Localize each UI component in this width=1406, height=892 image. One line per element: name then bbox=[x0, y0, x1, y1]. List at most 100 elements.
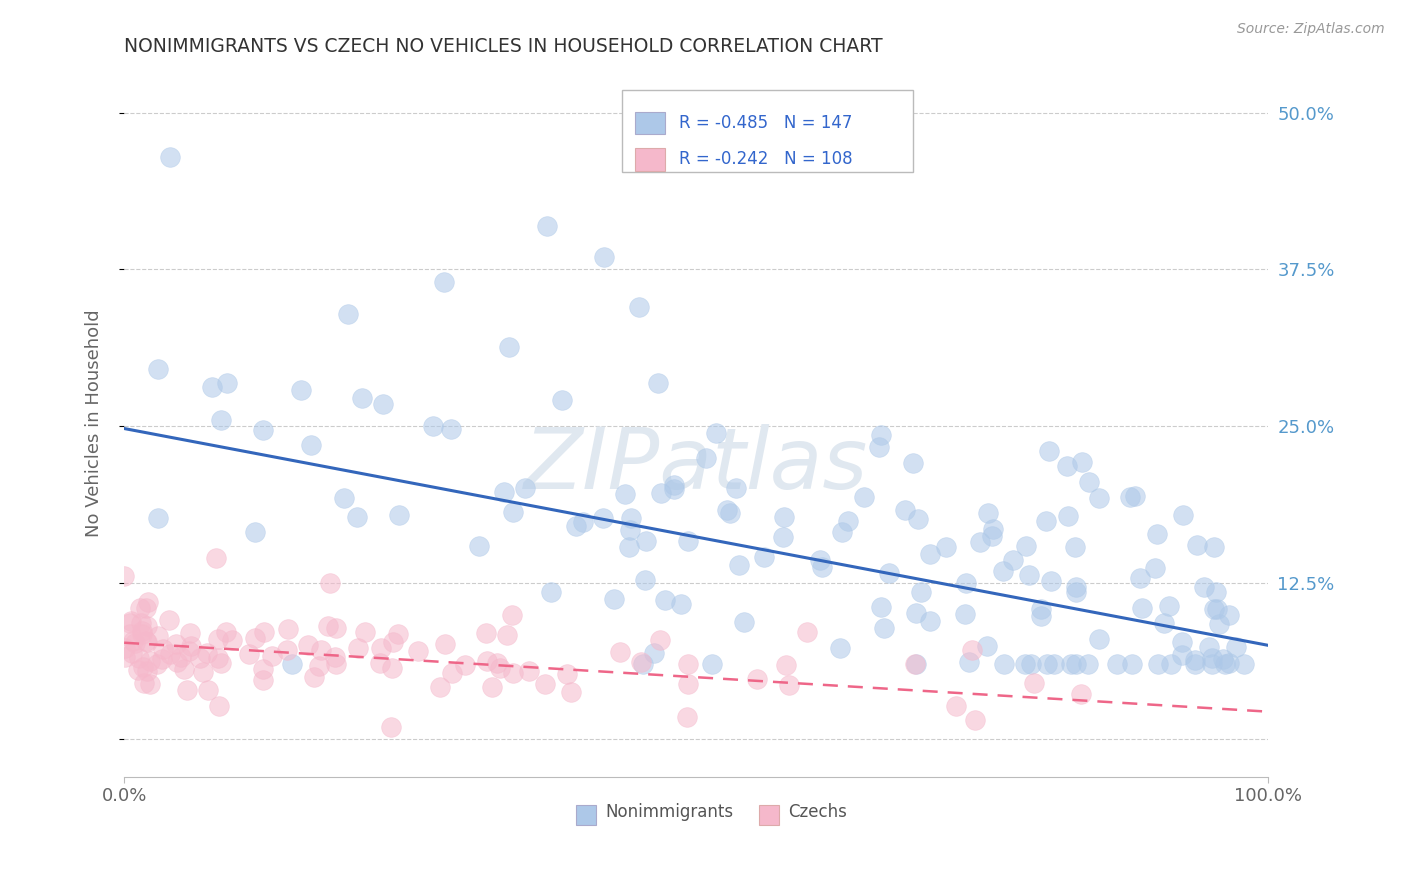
Point bbox=[1105, 657, 1128, 671]
Point bbox=[894, 502, 917, 516]
Y-axis label: No Vehicles in Household: No Vehicles in Household bbox=[86, 309, 103, 537]
Point bbox=[614, 487, 637, 501]
Point bbox=[1123, 489, 1146, 503]
Point bbox=[953, 607, 976, 621]
Point bbox=[1043, 657, 1066, 671]
Point bbox=[252, 673, 274, 687]
Point bbox=[695, 450, 717, 465]
Text: R = -0.485   N = 147: R = -0.485 N = 147 bbox=[679, 114, 852, 132]
Point bbox=[502, 665, 524, 680]
Point bbox=[752, 550, 775, 565]
Point bbox=[498, 340, 520, 354]
Point bbox=[981, 522, 1004, 536]
Point bbox=[114, 650, 136, 665]
Point bbox=[647, 376, 669, 390]
Point bbox=[747, 673, 769, 687]
Point bbox=[325, 657, 347, 671]
Point bbox=[540, 585, 562, 599]
Point bbox=[429, 681, 451, 695]
Point bbox=[976, 639, 998, 653]
Point bbox=[118, 627, 141, 641]
Point bbox=[262, 648, 284, 663]
Point bbox=[773, 510, 796, 524]
Point bbox=[195, 646, 218, 660]
Point bbox=[904, 657, 927, 671]
Point bbox=[1077, 657, 1099, 671]
Point bbox=[159, 647, 181, 661]
Point bbox=[434, 637, 457, 651]
Point bbox=[148, 630, 170, 644]
Point bbox=[148, 511, 170, 525]
Point bbox=[1035, 657, 1057, 671]
Point bbox=[993, 657, 1015, 671]
Point bbox=[177, 644, 200, 658]
Point bbox=[253, 625, 276, 640]
Point bbox=[209, 656, 232, 670]
Point bbox=[243, 524, 266, 539]
Point bbox=[593, 250, 616, 264]
Point bbox=[725, 481, 748, 495]
Point bbox=[146, 362, 169, 376]
Point bbox=[132, 676, 155, 690]
Point bbox=[830, 641, 852, 656]
Point bbox=[1063, 540, 1085, 554]
Point bbox=[492, 485, 515, 500]
Point bbox=[517, 664, 540, 678]
Point bbox=[157, 613, 180, 627]
Point bbox=[627, 300, 650, 314]
Point bbox=[636, 534, 658, 549]
Point bbox=[534, 677, 557, 691]
Point bbox=[129, 616, 152, 631]
Point bbox=[136, 635, 159, 649]
Point bbox=[281, 657, 304, 671]
Point bbox=[131, 624, 153, 639]
Point bbox=[485, 657, 508, 671]
Point bbox=[620, 511, 643, 525]
Point bbox=[1184, 653, 1206, 667]
Point bbox=[127, 663, 149, 677]
Point bbox=[617, 540, 640, 554]
Point bbox=[565, 519, 588, 533]
Text: R = -0.242   N = 108: R = -0.242 N = 108 bbox=[679, 151, 852, 169]
Point bbox=[1002, 553, 1025, 567]
Point bbox=[1060, 657, 1083, 671]
Text: Nonimmigrants: Nonimmigrants bbox=[606, 803, 734, 822]
Point bbox=[1212, 652, 1234, 666]
Point bbox=[1225, 640, 1247, 654]
Point bbox=[1018, 568, 1040, 582]
Point bbox=[252, 662, 274, 676]
Point bbox=[718, 506, 741, 520]
Point bbox=[678, 657, 700, 671]
Point bbox=[796, 624, 818, 639]
Point bbox=[1029, 609, 1052, 624]
Point bbox=[302, 670, 325, 684]
Point bbox=[350, 391, 373, 405]
Point bbox=[1171, 635, 1194, 649]
Point bbox=[991, 564, 1014, 578]
Point bbox=[276, 643, 298, 657]
Point bbox=[904, 606, 927, 620]
Point bbox=[837, 515, 859, 529]
Point bbox=[662, 478, 685, 492]
Point bbox=[354, 624, 377, 639]
Point bbox=[1064, 657, 1087, 671]
Point bbox=[733, 615, 755, 629]
Point bbox=[135, 634, 157, 648]
Point bbox=[440, 422, 463, 436]
Point bbox=[118, 615, 141, 630]
Text: Source: ZipAtlas.com: Source: ZipAtlas.com bbox=[1237, 22, 1385, 37]
Point bbox=[1192, 580, 1215, 594]
Point bbox=[1040, 574, 1063, 588]
Point bbox=[945, 699, 967, 714]
Point bbox=[333, 491, 356, 505]
Point bbox=[309, 643, 332, 657]
Text: ZIPatlas: ZIPatlas bbox=[524, 424, 868, 507]
Point bbox=[1064, 580, 1087, 594]
Point bbox=[918, 547, 941, 561]
Point bbox=[1070, 687, 1092, 701]
Point bbox=[870, 599, 893, 614]
Point bbox=[308, 659, 330, 673]
Point bbox=[1218, 607, 1240, 622]
Point bbox=[204, 550, 226, 565]
FancyBboxPatch shape bbox=[636, 148, 665, 170]
